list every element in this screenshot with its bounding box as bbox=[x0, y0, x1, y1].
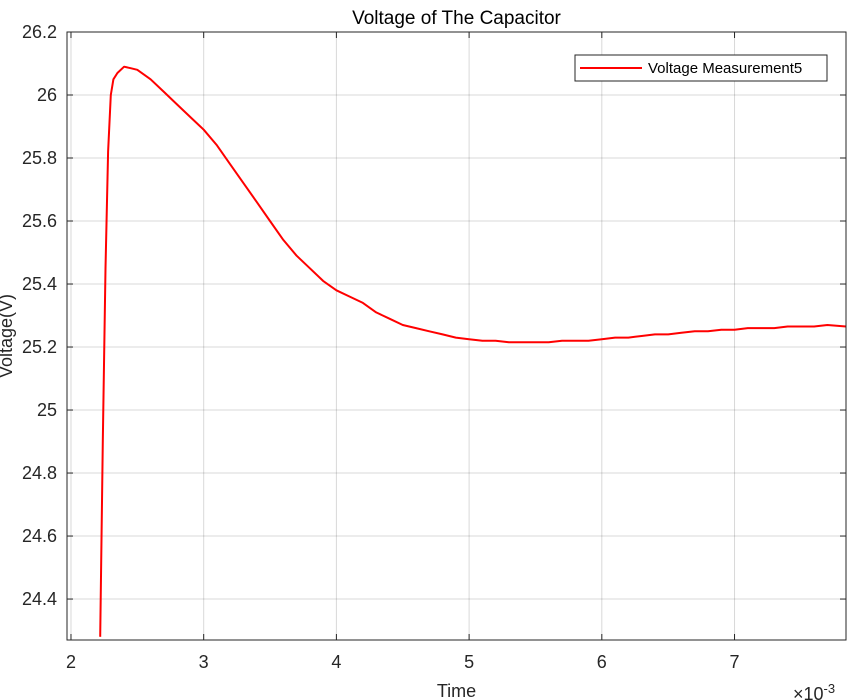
axes-box bbox=[66, 31, 847, 641]
x-axis-exponent-power: -3 bbox=[824, 681, 836, 696]
legend-label-voltage-measurement5: Voltage Measurement5 bbox=[648, 60, 802, 77]
y-tick-label: 25.2 bbox=[22, 337, 57, 357]
x-axis-exponent: ×10-3 bbox=[793, 681, 835, 700]
x-tick-label: 5 bbox=[464, 652, 474, 672]
y-tick-label: 25 bbox=[37, 400, 57, 420]
x-tick-label: 4 bbox=[331, 652, 341, 672]
legend: Voltage Measurement5 bbox=[574, 54, 828, 82]
series-layer bbox=[99, 65, 847, 637]
y-tick-label: 25.8 bbox=[22, 148, 57, 168]
y-tick-label: 26 bbox=[37, 85, 57, 105]
y-tick-label: 24.4 bbox=[22, 589, 57, 609]
plot-area bbox=[67, 32, 846, 640]
x-tick-label: 3 bbox=[199, 652, 209, 672]
x-tick-label: 6 bbox=[597, 652, 607, 672]
chart-title: Voltage of The Capacitor bbox=[352, 8, 561, 29]
x-axis-exponent-base: ×10 bbox=[793, 684, 824, 700]
x-tick-label: 7 bbox=[730, 652, 740, 672]
ticks: 2 3 4 5 6 7 24.4 24.6 24.8 25 25.2 25.4 25.6 25.8 26 26… bbox=[22, 22, 846, 672]
y-tick-label: 24.6 bbox=[22, 526, 57, 546]
y-tick-label: 26.2 bbox=[22, 22, 57, 42]
x-tick-label: 2 bbox=[66, 652, 76, 672]
y-tick-label: 25.4 bbox=[22, 274, 57, 294]
x-axis-label: Time bbox=[437, 681, 476, 700]
y-tick-label: 24.8 bbox=[22, 463, 57, 483]
grid-lines bbox=[67, 31, 846, 640]
y-axis-label: Voltage(V) bbox=[0, 294, 16, 378]
series-line-voltage-measurement5 bbox=[99, 65, 847, 637]
y-tick-label: 25.6 bbox=[22, 211, 57, 231]
